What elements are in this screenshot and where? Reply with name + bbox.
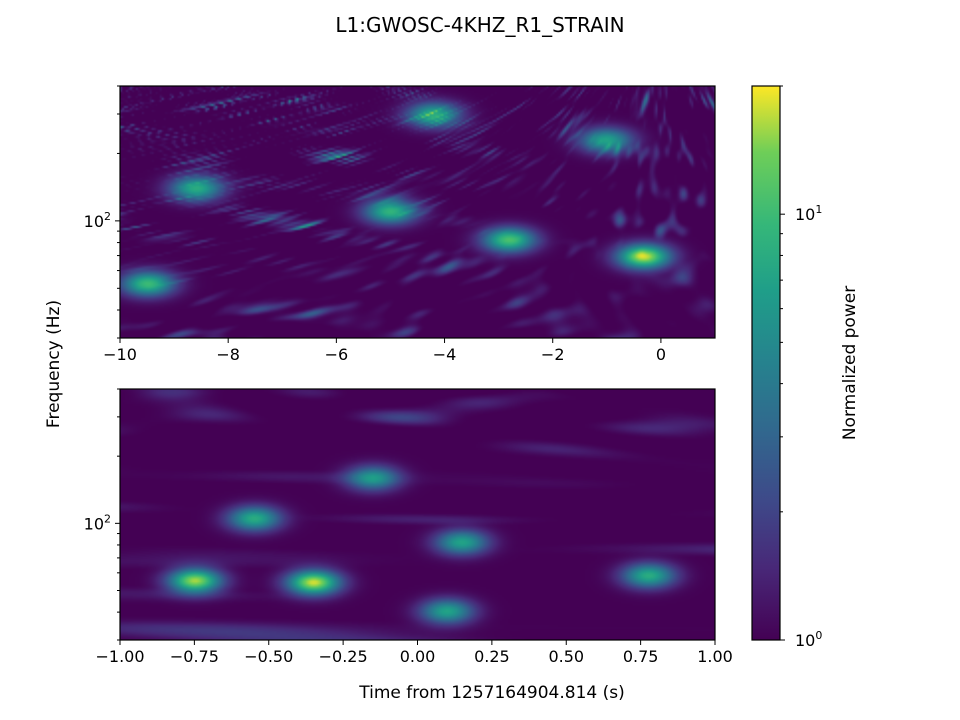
- colorbar: 100 101 Normalized power: [751, 85, 860, 650]
- colorbar-axis: 100 101: [780, 85, 822, 650]
- bottom-x-axis: −1.00 −0.75 −0.50 −0.25 0.00 0.25 0.50 0.75 1.00: [95, 640, 733, 666]
- y-axis-label: Frequency (Hz): [44, 300, 64, 428]
- top-panel-frame: [119, 85, 716, 339]
- colorbar-tick-label: 101: [795, 203, 822, 224]
- colorbar-tick-label: 100: [795, 629, 822, 650]
- bottom-spectrogram-panel: −1.00 −0.75 −0.50 −0.25 0.00 0.25 0.50 0.75 1.00…: [84, 388, 733, 666]
- x-tick-label: −0.50: [244, 647, 293, 666]
- top-spectrogram-panel: −10 −8 −6 −4 −2 0 102: [84, 85, 716, 364]
- figure-title: L1:GWOSC-4KHZ_R1_STRAIN: [335, 13, 624, 37]
- colorbar-label: Normalized power: [840, 286, 860, 440]
- bottom-spectrogram-image: [120, 389, 715, 640]
- x-tick-label: −4: [433, 345, 457, 364]
- colorbar-gradient: [751, 85, 781, 641]
- x-tick-label: 0: [656, 345, 666, 364]
- x-tick-label: −10: [103, 345, 137, 364]
- top-spectrogram-image: [120, 86, 715, 338]
- x-tick-label: −0.25: [319, 647, 368, 666]
- top-y-axis: 102: [84, 85, 120, 339]
- bottom-y-axis: 102: [84, 388, 120, 641]
- x-axis-label: Time from 1257164904.814 (s): [358, 683, 625, 703]
- x-tick-label: −1.00: [95, 647, 144, 666]
- top-x-axis: −10 −8 −6 −4 −2 0: [103, 338, 666, 364]
- x-tick-label: 0.75: [623, 647, 659, 666]
- x-tick-label: −6: [325, 345, 349, 364]
- x-tick-label: −0.75: [170, 647, 219, 666]
- x-tick-label: 0.25: [474, 647, 510, 666]
- x-tick-label: 0.50: [548, 647, 584, 666]
- y-tick-label: 102: [84, 210, 111, 231]
- x-tick-label: −2: [541, 345, 565, 364]
- x-tick-label: −8: [216, 345, 240, 364]
- x-tick-label: 1.00: [697, 647, 733, 666]
- y-tick-label: 102: [84, 512, 111, 533]
- x-tick-label: 0.00: [400, 647, 436, 666]
